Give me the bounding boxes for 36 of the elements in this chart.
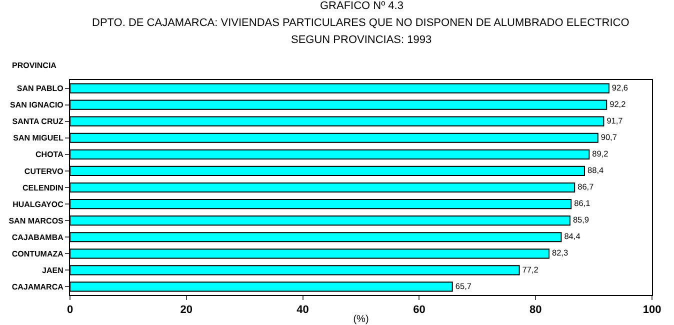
chart-title: GRAFICO Nº 4.3 [320,0,404,12]
y-tick-label: CHOTA [36,150,64,160]
data-label: 89,2 [592,149,609,158]
chart-subtitle: DPTO. DE CAJAMARCA: VIVIENDAS PARTICULARES QUE NO DISPONEN DE ALUMBRADO ELECTRICO SEGUN PROVINCIAS: 1993 [92,17,630,46]
data-label: 90,7 [600,132,618,142]
y-tick-label: CELENDIN [22,183,64,192]
data-label: 92,6 [612,83,628,92]
y-tick-label: SAN PABLO [16,84,64,94]
data-label: 77,2 [522,265,539,274]
data-label: 65,7 [455,282,472,291]
y-tick-label: HUALGAYOC [12,200,64,209]
x-tick-label: 0 [66,304,74,316]
data-label: 84,4 [564,232,581,242]
y-tick-label: CUTERVO [24,166,64,176]
y-tick-label: SANTA CRUZ [12,117,64,126]
x-tick-label: 40 [296,304,309,316]
data-label: 82,3 [552,248,568,258]
x-tick-label: 60 [413,304,426,316]
y-tick-label: CAJAMARCA [12,282,64,292]
y-tick-label: SAN IGNACIO [10,100,64,110]
x-tick-label: 20 [180,304,193,316]
data-label: 91,7 [606,116,624,126]
y-tick-label: SAN MARCOS [8,216,64,226]
data-label: 92,2 [610,100,626,109]
x-tick-label: 100 [642,304,662,316]
x-tick-label: 80 [529,304,542,316]
data-label: 86,7 [578,182,594,192]
y-tick-label: SAN MIGUEL [13,134,64,143]
y-tick-label: CONTUMAZA [12,249,64,258]
y-tick-label: CAJABAMBA [12,232,64,242]
data-label: 85,9 [572,216,590,225]
data-label: 88,4 [587,166,604,176]
y-axis-title: PROVINCIA [12,61,57,70]
data-label: 86,1 [574,199,591,208]
x-axis-title: (%) [353,314,369,325]
y-tick-label: JAEN [42,266,64,275]
